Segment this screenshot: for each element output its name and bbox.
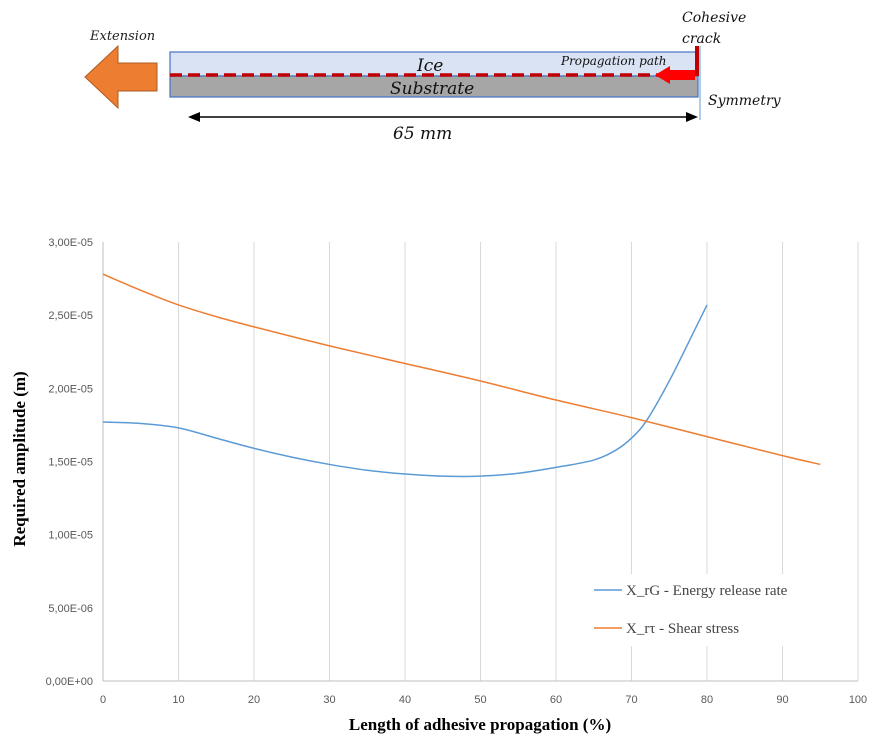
x-tick-label: 10 (172, 694, 184, 706)
series-line-1 (102, 304, 708, 478)
y-axis-label: Required amplitude (m) (10, 371, 29, 546)
substrate-layer (169, 75, 699, 98)
cohesive-label-line1: Cohesive (682, 10, 746, 26)
x-tick-label: 20 (248, 694, 260, 706)
x-tick-labels: 0 10 20 30 40 50 60 70 80 90 100 (100, 694, 867, 706)
legend-label-series-2: X_rτ - Shear stress (626, 621, 739, 637)
axes (102, 242, 858, 682)
series-line-2 (102, 273, 821, 466)
extension-arrow (84, 44, 158, 110)
schematic-diagram: Extension Ice Substrate Propagation path… (84, 10, 782, 144)
y-tick-label: 1,00E-05 (48, 530, 93, 542)
legend-box (575, 574, 840, 646)
symmetry-label: Symmetry (708, 93, 782, 109)
legend-label-series-1: X_rG - Energy release rate (626, 583, 788, 599)
legend: X_rG - Energy release rate X_rτ - Shear … (575, 574, 840, 646)
ice-label: Ice (416, 56, 443, 76)
extension-label: Extension (89, 29, 155, 44)
x-tick-label: 50 (474, 694, 486, 706)
x-tick-label: 40 (399, 694, 411, 706)
chart: 0 10 20 30 40 50 60 70 80 90 100 0,00E+00 5,00E-06 1… (10, 237, 867, 734)
x-tick-label: 70 (625, 694, 637, 706)
dimension-label: 65 mm (393, 124, 452, 144)
x-tick-label: 100 (849, 694, 867, 706)
propagation-arrow (655, 66, 695, 84)
propagation-label: Propagation path (560, 54, 667, 68)
y-tick-label: 2,00E-05 (48, 383, 93, 395)
substrate-label: Substrate (390, 79, 474, 99)
y-tick-label: 1,50E-05 (48, 457, 93, 469)
y-tick-labels: 0,00E+00 5,00E-06 1,00E-05 1,50E-05 2,00E-05… (46, 237, 93, 688)
x-tick-label: 60 (550, 694, 562, 706)
ice-layer (169, 51, 699, 77)
y-tick-label: 2,50E-05 (48, 310, 93, 322)
dimension-arrowhead-right (686, 112, 698, 122)
x-tick-label: 80 (701, 694, 713, 706)
y-tick-label: 0,00E+00 (46, 676, 93, 688)
x-tick-label: 0 (100, 694, 106, 706)
series-lines (102, 273, 821, 478)
y-tick-label: 5,00E-06 (48, 603, 93, 615)
cohesive-label-line2: crack (682, 31, 721, 47)
x-tick-label: 90 (776, 694, 788, 706)
dimension-arrowhead-left (188, 112, 200, 122)
x-axis-label: Length of adhesive propagation (%) (349, 715, 611, 734)
x-tick-label: 30 (323, 694, 335, 706)
y-tick-label: 3,00E-05 (48, 237, 93, 249)
